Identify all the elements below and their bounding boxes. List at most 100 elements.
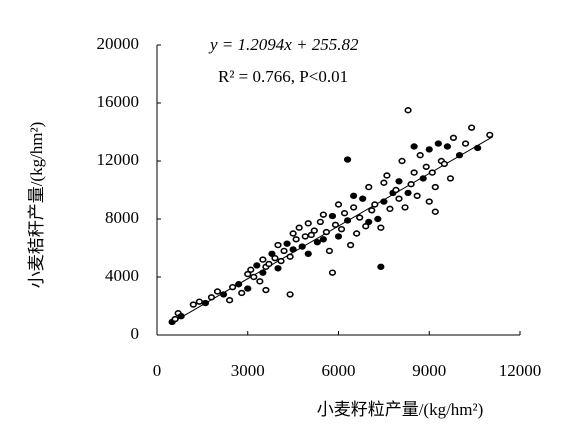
- point: [331, 221, 340, 229]
- point: [171, 315, 179, 323]
- point: [334, 233, 343, 240]
- point: [280, 247, 288, 255]
- point: [295, 224, 303, 231]
- point: [395, 195, 403, 202]
- point: [410, 169, 418, 176]
- point: [413, 192, 421, 200]
- point: [455, 152, 464, 159]
- point: [328, 269, 337, 276]
- point: [380, 179, 388, 186]
- point: [468, 124, 476, 131]
- point: [377, 224, 385, 231]
- point: [259, 269, 267, 276]
- x-tick-label: 3000: [231, 361, 265, 380]
- point: [274, 241, 282, 249]
- point: [350, 192, 358, 200]
- point: [325, 247, 334, 255]
- point: [340, 210, 349, 217]
- point: [380, 198, 388, 205]
- point: [310, 227, 318, 234]
- point: [319, 211, 327, 218]
- point: [289, 246, 297, 253]
- point: [259, 256, 267, 263]
- point: [271, 254, 279, 262]
- point: [195, 298, 203, 305]
- point: [425, 198, 433, 205]
- y-tick-label: 4000: [105, 266, 139, 285]
- y-tick-label: 20000: [97, 34, 140, 53]
- point: [313, 239, 321, 246]
- x-tick-label: 12000: [499, 361, 542, 380]
- point: [404, 107, 412, 114]
- point: [486, 131, 494, 139]
- point: [304, 250, 312, 258]
- point: [395, 178, 403, 185]
- point: [377, 263, 385, 271]
- point: [419, 175, 427, 182]
- point: [434, 140, 442, 147]
- point: [443, 143, 452, 150]
- x-axis-label: 小麦籽粒产量/(kg/hm²): [317, 400, 484, 419]
- trendline: [171, 136, 494, 323]
- point: [359, 195, 367, 202]
- point: [235, 281, 243, 288]
- point: [177, 312, 185, 320]
- point: [319, 236, 327, 243]
- point: [207, 294, 216, 301]
- equation: y = 1.2094x + 255.82: [208, 35, 359, 54]
- point: [449, 134, 458, 142]
- point: [404, 189, 412, 197]
- point: [353, 230, 361, 237]
- point: [368, 207, 376, 214]
- point: [226, 297, 234, 304]
- y-axis-label: 小麦秸秆产量/(kg/hm²): [27, 122, 46, 289]
- point: [461, 140, 470, 147]
- x-tick-label: 9000: [412, 361, 446, 380]
- y-tick-label: 0: [131, 324, 140, 343]
- point: [337, 225, 346, 233]
- point: [398, 157, 406, 165]
- point: [334, 201, 343, 208]
- point: [229, 283, 237, 291]
- point: [244, 285, 252, 292]
- point: [301, 233, 309, 240]
- point: [407, 181, 415, 188]
- point: [286, 253, 294, 260]
- point: [250, 273, 258, 281]
- point: [256, 278, 264, 285]
- point: [298, 243, 306, 250]
- point: [277, 257, 285, 265]
- point: [322, 228, 331, 236]
- y-tick-label: 16000: [97, 92, 140, 111]
- point: [365, 183, 373, 191]
- point: [365, 218, 373, 226]
- point: [274, 265, 282, 272]
- point: [265, 260, 273, 268]
- point: [347, 241, 355, 249]
- point: [431, 208, 439, 215]
- point: [416, 152, 424, 159]
- point: [189, 301, 197, 308]
- point: [262, 286, 270, 294]
- point: [247, 266, 255, 273]
- point: [316, 218, 324, 226]
- point: [410, 143, 418, 150]
- y-tick-label: 12000: [97, 150, 140, 169]
- point: [425, 146, 433, 153]
- point: [431, 183, 439, 191]
- point: [356, 214, 364, 221]
- point: [386, 205, 394, 213]
- y-tick-label: 8000: [105, 208, 139, 227]
- point: [374, 215, 382, 223]
- point: [446, 175, 455, 182]
- point: [350, 204, 358, 211]
- point: [383, 172, 391, 179]
- x-tick-label: 0: [153, 361, 162, 380]
- point: [286, 291, 294, 298]
- r-squared: R² = 0.766, P<0.01: [218, 67, 348, 86]
- point: [428, 169, 436, 176]
- point: [238, 289, 246, 297]
- point: [289, 230, 297, 237]
